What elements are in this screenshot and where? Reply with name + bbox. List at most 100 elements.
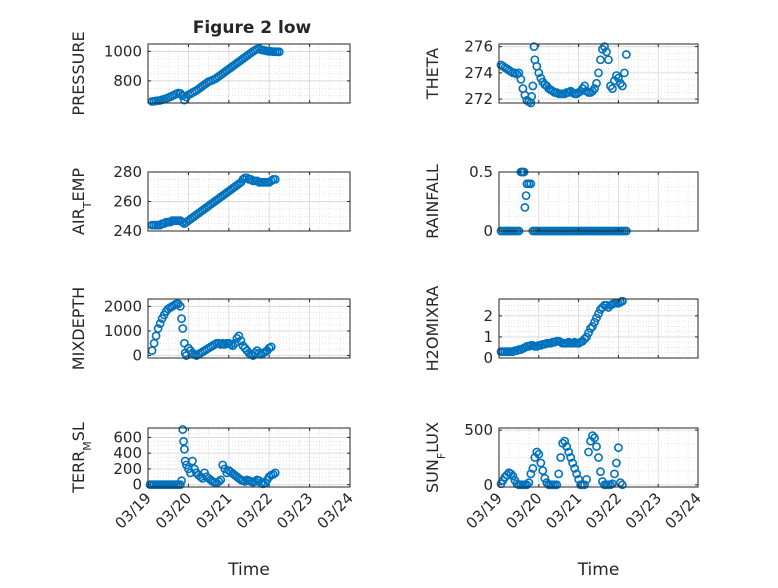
data-point [159, 219, 169, 229]
data-point [594, 453, 603, 462]
data-point [582, 474, 591, 484]
data-point [268, 470, 278, 479]
y-tick-label: 200 [113, 460, 142, 478]
figure-title: Figure 2 low [193, 18, 312, 38]
data-point [584, 328, 593, 338]
y-tick-label: 0 [483, 349, 493, 367]
data-point [177, 314, 186, 324]
data-point [582, 332, 591, 342]
data-point [175, 301, 185, 311]
x-tick-label: 03/24 [314, 489, 357, 532]
data-point [580, 480, 589, 490]
data-point [560, 436, 570, 446]
data-point [250, 477, 260, 486]
axes-box [147, 298, 351, 359]
x-tick-label: 03/22 [582, 489, 625, 532]
x-tick-label: 03/20 [502, 489, 545, 532]
data-point [602, 47, 611, 57]
y-axis-label: AIRTEMP [69, 168, 94, 235]
data-point [604, 55, 613, 65]
panel-5: 0 1000 2000 MIXDEPTH [69, 287, 351, 370]
y-tick-label: 800 [113, 72, 142, 90]
x-tick-label: 03/20 [152, 489, 195, 532]
data-point [590, 433, 599, 443]
data-point [502, 470, 512, 480]
y-axis-label: TERRMSL [69, 422, 94, 494]
y-axis-label: PRESSURE [69, 31, 88, 115]
data-point [600, 42, 609, 52]
data-point [274, 47, 284, 57]
y-tick-label: 400 [113, 444, 142, 462]
data-point [602, 300, 611, 310]
y-axis-label: THETA [423, 48, 442, 100]
data-point [610, 469, 619, 479]
data-point [590, 84, 599, 93]
y-tick-label: 280 [113, 163, 142, 181]
data-point [594, 309, 603, 319]
data-point [568, 458, 578, 468]
data-point [222, 468, 232, 478]
x-tick-label: 03/21 [542, 489, 585, 532]
data-point [617, 81, 627, 91]
x-tick-label: 03/19 [112, 489, 155, 532]
data-point [615, 478, 625, 488]
data-point [566, 453, 576, 462]
data-point [540, 473, 550, 483]
data-point [619, 68, 629, 78]
data-point [590, 317, 599, 327]
y-tick-label: 0.5 [469, 163, 493, 181]
y-axis-label: H2OMIXRA [423, 286, 442, 372]
y-tick-label: 274 [464, 64, 493, 82]
data-point [214, 477, 224, 486]
data-point [614, 73, 623, 83]
y-tick-label: 272 [464, 90, 493, 108]
data-point [178, 324, 188, 333]
axes-box [498, 43, 699, 104]
data-point [536, 458, 546, 468]
panel-4: 0 0.5 RAINFALL [423, 163, 699, 240]
data-point [524, 478, 534, 488]
data-point [529, 42, 539, 52]
data-point [521, 191, 531, 200]
y-tick-label: 0 [483, 476, 493, 494]
data-point [522, 480, 532, 490]
data-point [520, 202, 530, 212]
data-point [564, 447, 574, 457]
data-point [238, 174, 248, 184]
data-point [614, 443, 623, 453]
data-point [592, 442, 601, 451]
data-point [175, 480, 185, 490]
data-point [506, 469, 516, 479]
data-point [592, 78, 601, 88]
panel-2: 272 274 276 THETA [423, 38, 699, 108]
data-point [228, 341, 238, 351]
data-point [250, 348, 260, 358]
data-point [588, 321, 597, 331]
x-axis-label: Time [227, 560, 270, 580]
data-point [528, 464, 538, 473]
data-point [266, 176, 276, 186]
x-tick-label: 03/23 [622, 489, 665, 532]
y-tick-label: 1 [483, 328, 493, 346]
data-point [508, 471, 518, 481]
x-tick-label: 03/23 [273, 489, 316, 532]
y-axis-label: MIXDEPTH [69, 287, 88, 370]
y-tick-label: 0 [132, 476, 142, 494]
y-tick-label: 260 [113, 193, 142, 211]
y-tick-label: 2000 [104, 297, 142, 315]
data-point [234, 331, 244, 341]
data-point [584, 447, 593, 457]
data-point [177, 217, 187, 227]
y-tick-label: 1000 [104, 42, 142, 60]
data-point [534, 449, 544, 459]
data-point [592, 313, 601, 323]
data-point [240, 477, 250, 486]
data-point [188, 456, 197, 466]
data-point [528, 81, 538, 91]
data-point [198, 473, 207, 483]
panel-1: 800 1000 PRESSURE [69, 31, 351, 116]
data-point [562, 442, 572, 451]
